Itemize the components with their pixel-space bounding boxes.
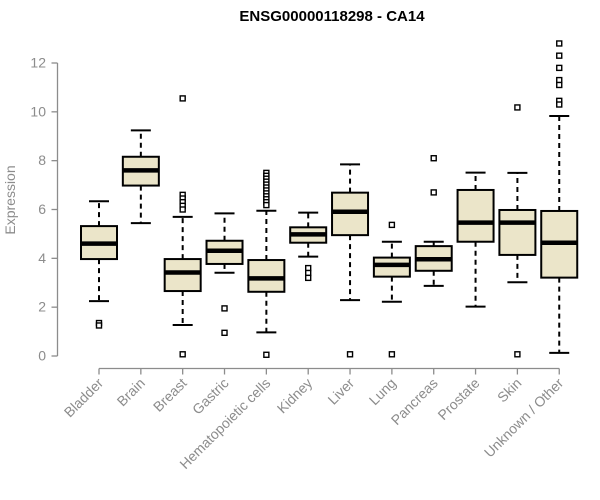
x-tick-label: Prostate bbox=[434, 375, 482, 423]
y-tick-label: 4 bbox=[38, 250, 46, 266]
y-tick-label: 12 bbox=[30, 55, 46, 71]
y-tick-label: 2 bbox=[38, 299, 46, 315]
iqr-box bbox=[498, 208, 537, 256]
outlier-point bbox=[179, 95, 186, 102]
outlier-point bbox=[346, 351, 354, 358]
outlier-point bbox=[430, 189, 437, 196]
x-tick-label: Lung bbox=[366, 375, 399, 408]
outlier-point bbox=[556, 81, 563, 89]
outlier-point bbox=[263, 351, 270, 358]
outlier-point bbox=[556, 101, 563, 108]
outlier-point bbox=[514, 351, 521, 358]
boxplot-skin bbox=[498, 104, 537, 358]
x-tick-label: Breast bbox=[150, 375, 190, 415]
iqr-box bbox=[163, 258, 202, 293]
x-tick-label: Liver bbox=[324, 375, 357, 408]
outlier-point bbox=[556, 64, 563, 72]
outlier-point bbox=[221, 305, 228, 312]
outlier-point bbox=[430, 155, 437, 162]
outlier-point bbox=[388, 221, 396, 229]
boxplot-prostate bbox=[456, 171, 495, 308]
outlier-point bbox=[556, 40, 563, 47]
outlier-point bbox=[388, 351, 396, 358]
y-axis-label: Expression bbox=[2, 165, 18, 234]
boxplot-brain bbox=[121, 129, 160, 225]
x-tick-label: Bladder bbox=[61, 375, 107, 421]
iqr-box bbox=[456, 188, 495, 243]
outlier-point bbox=[179, 206, 186, 213]
outlier-point bbox=[179, 351, 186, 358]
boxplot-kidney bbox=[289, 211, 328, 282]
y-tick-label: 8 bbox=[38, 152, 46, 168]
outlier-point bbox=[514, 104, 521, 111]
y-tick-label: 0 bbox=[38, 348, 46, 364]
outlier-point bbox=[95, 322, 103, 329]
x-tick-label: Brain bbox=[114, 375, 148, 409]
boxplot-bladder bbox=[80, 200, 118, 329]
x-tick-label: Kidney bbox=[274, 375, 316, 417]
boxplot-liver bbox=[331, 163, 370, 358]
outlier-point bbox=[305, 274, 312, 282]
y-tick-label: 10 bbox=[30, 103, 46, 119]
iqr-box bbox=[247, 259, 286, 293]
boxplot-hematopoietic-cells bbox=[247, 169, 286, 358]
boxplot-gastric bbox=[205, 212, 244, 337]
outlier-point bbox=[556, 52, 563, 59]
x-tick-label: Skin bbox=[494, 375, 525, 406]
boxplot-breast bbox=[163, 95, 202, 358]
x-tick-label: Unknown / Other bbox=[481, 375, 567, 461]
boxplot-lung bbox=[372, 221, 411, 358]
outlier-point bbox=[221, 329, 228, 337]
outlier-point bbox=[263, 201, 270, 209]
y-tick-label: 6 bbox=[38, 201, 46, 217]
chart-title: ENSG00000118298 - CA14 bbox=[239, 8, 425, 25]
boxplot-unknown-other bbox=[540, 40, 579, 354]
boxplot-pancreas bbox=[414, 155, 453, 287]
